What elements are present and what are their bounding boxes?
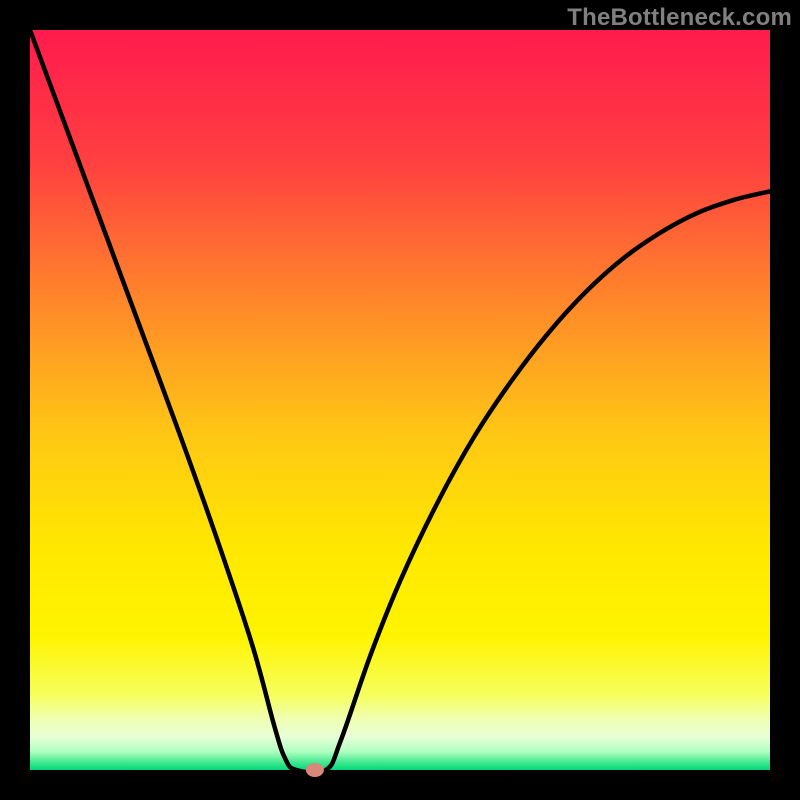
optimal-point-marker: [306, 763, 324, 777]
gradient-background: [30, 30, 770, 770]
bottleneck-chart: [0, 0, 800, 800]
chart-container: { "watermark": { "text": "TheBottleneck.…: [0, 0, 800, 800]
watermark-text: TheBottleneck.com: [567, 4, 792, 32]
